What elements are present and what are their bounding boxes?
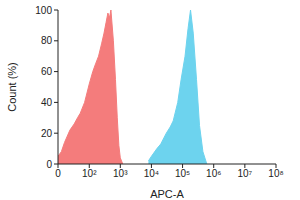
svg-text:10⁸: 10⁸ [268, 168, 283, 179]
svg-text:80: 80 [41, 35, 53, 46]
svg-text:10³: 10³ [113, 168, 128, 179]
svg-text:20: 20 [41, 128, 53, 139]
svg-text:10⁷: 10⁷ [237, 168, 252, 179]
svg-text:0: 0 [55, 168, 61, 179]
svg-text:40: 40 [41, 97, 53, 108]
svg-text:10⁶: 10⁶ [206, 168, 221, 179]
svg-text:0: 0 [46, 159, 52, 170]
svg-text:10⁵: 10⁵ [175, 168, 190, 179]
svg-text:10²: 10² [82, 168, 97, 179]
svg-text:Count (%): Count (%) [8, 62, 18, 112]
svg-text:100: 100 [35, 5, 52, 16]
svg-text:60: 60 [41, 66, 53, 77]
svg-text:APC-A: APC-A [150, 188, 184, 200]
svg-text:10⁴: 10⁴ [144, 168, 159, 179]
